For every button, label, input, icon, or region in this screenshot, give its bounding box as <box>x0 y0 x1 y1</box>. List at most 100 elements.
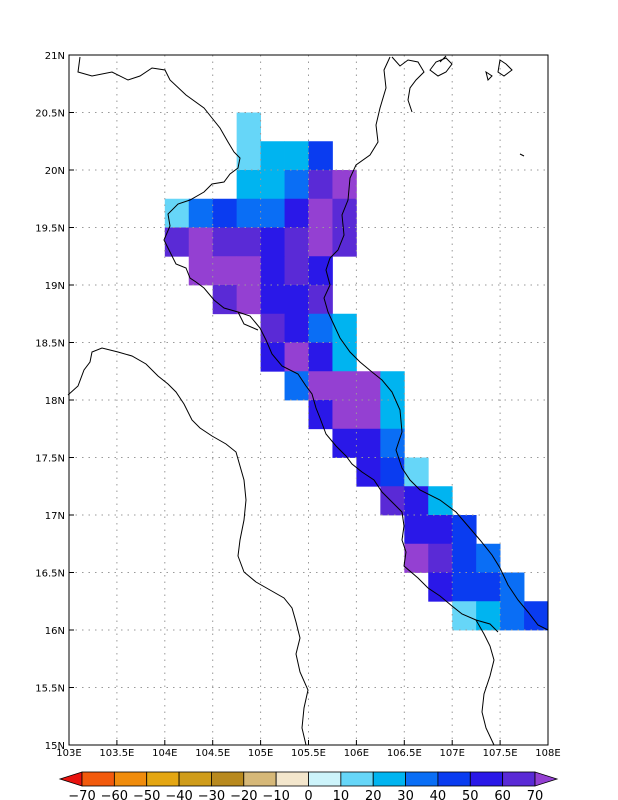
data-cell <box>212 285 238 315</box>
data-cell <box>380 457 405 487</box>
colorbar-min-triangle <box>58 771 83 787</box>
data-cell <box>428 572 453 602</box>
data-cell <box>308 170 333 200</box>
data-cell <box>380 428 405 458</box>
data-cells-layer <box>164 112 549 631</box>
data-cell <box>308 141 333 171</box>
colorbar-label: 0 <box>304 789 312 800</box>
lon-tick-label: 105E <box>248 748 273 759</box>
data-cell <box>308 227 333 257</box>
data-cell <box>188 256 214 286</box>
data-cell <box>356 400 381 430</box>
data-cell <box>428 543 453 573</box>
colorbar-swatch <box>469 771 504 787</box>
data-cell <box>452 601 477 631</box>
lon-tick-label: 106E <box>344 748 369 759</box>
colorbar-label: 20 <box>365 789 382 800</box>
lat-tick-label: 17.5N <box>35 454 65 465</box>
longitude-axis: 103E 103.5E 104E 104.5E 105E 105.5E 106E 106.5E… <box>56 740 561 759</box>
latitude-axis: 15N 15.5N 16N 16.5N 17N 17.5N 18N 18.5N 19N 19.5N… <box>35 51 74 752</box>
data-cell <box>260 198 285 228</box>
colorbar-swatch <box>308 771 342 787</box>
lon-tick-label: 103E <box>56 748 81 759</box>
data-cell <box>428 515 453 545</box>
data-cell <box>236 141 261 171</box>
colorbar-swatch <box>340 771 374 787</box>
colorbar-label: −30 <box>198 789 225 800</box>
data-cell <box>332 170 357 200</box>
data-cell <box>308 342 333 372</box>
colorbar-max-triangle <box>534 771 559 787</box>
colorbar-label: 60 <box>494 789 511 800</box>
data-cell <box>284 313 309 343</box>
data-cell <box>332 313 357 343</box>
data-cell <box>284 141 309 171</box>
data-cell <box>452 515 477 545</box>
data-cell <box>164 227 190 257</box>
data-cell <box>284 256 309 286</box>
data-cell <box>188 227 214 257</box>
border-east-laos <box>475 619 495 746</box>
colorbar-label: −60 <box>101 789 128 800</box>
data-cell <box>260 313 285 343</box>
colorbar-label: −10 <box>262 789 289 800</box>
lat-tick-label: 19N <box>45 281 65 292</box>
data-cell <box>452 572 477 602</box>
colorbar-label: −20 <box>230 789 257 800</box>
lat-tick-label: 18.5N <box>35 339 65 350</box>
data-cell <box>236 285 261 315</box>
lat-tick-label: 19.5N <box>35 224 65 235</box>
data-cell <box>236 227 261 257</box>
lat-tick-label: 18N <box>45 396 65 407</box>
data-cell <box>356 457 381 487</box>
colorbar-swatch <box>211 771 245 787</box>
coastline-and-borders <box>67 55 549 746</box>
data-cell <box>284 285 309 315</box>
data-cell <box>308 400 333 430</box>
colorbar-label: 40 <box>430 789 447 800</box>
data-cell <box>236 170 261 200</box>
data-cell <box>284 227 309 257</box>
data-cell <box>356 428 381 458</box>
data-cell <box>212 198 238 228</box>
coastline-gulf-top <box>391 56 425 113</box>
data-cell <box>308 313 333 343</box>
colorbar-swatch <box>243 771 277 787</box>
lon-tick-label: 107E <box>439 748 464 759</box>
data-cell <box>284 170 309 200</box>
data-cell <box>332 198 357 228</box>
data-cell <box>236 256 261 286</box>
data-cell <box>404 457 429 487</box>
lat-tick-label: 20N <box>45 166 65 177</box>
lon-tick-label: 104.5E <box>195 748 230 759</box>
data-cell <box>380 371 405 401</box>
lat-tick-label: 16.5N <box>35 569 65 580</box>
colorbar-label: −40 <box>165 789 192 800</box>
lon-tick-label: 103.5E <box>99 748 134 759</box>
border-north <box>77 56 499 633</box>
data-cell <box>260 141 285 171</box>
data-cell <box>332 371 357 401</box>
data-cell <box>236 198 261 228</box>
data-cell <box>500 601 525 631</box>
colorbar-swatch <box>437 771 471 787</box>
data-cell <box>236 112 261 142</box>
grid-lines <box>69 55 548 745</box>
lon-tick-label: 108E <box>535 748 560 759</box>
colorbar-swatch <box>372 771 406 787</box>
data-cell <box>260 342 285 372</box>
data-cell <box>284 342 309 372</box>
data-cell <box>332 400 357 430</box>
data-cell <box>308 198 333 228</box>
colorbar-label: 70 <box>527 789 544 800</box>
data-cell <box>260 170 285 200</box>
colorbar-swatch <box>113 771 148 787</box>
data-cell <box>404 486 429 516</box>
colorbar-label: 10 <box>333 789 350 800</box>
data-cell <box>332 428 357 458</box>
colorbar-swatch <box>502 771 536 787</box>
data-cell <box>524 601 549 631</box>
lon-tick-label: 107.5E <box>483 748 518 759</box>
data-cell <box>452 543 477 573</box>
